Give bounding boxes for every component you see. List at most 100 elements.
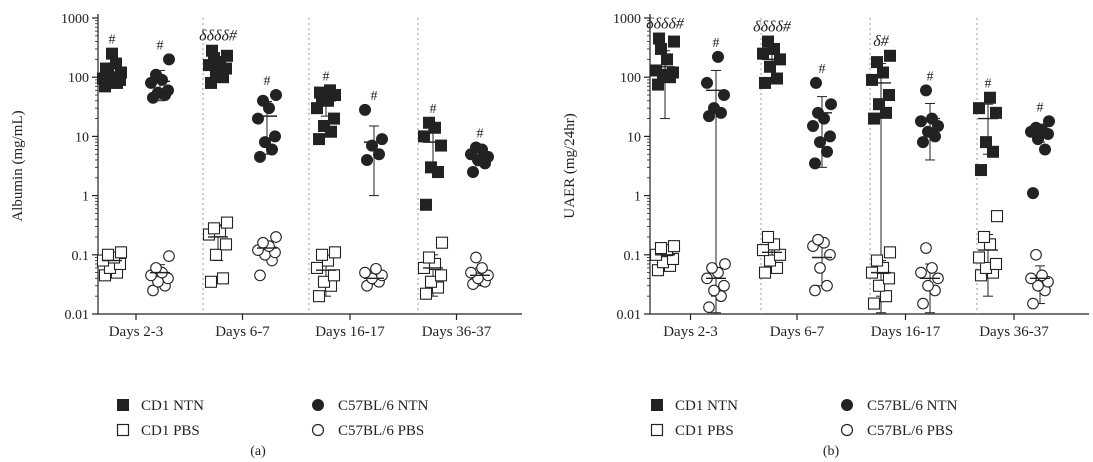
data-point: [773, 248, 787, 261]
data-point: [703, 301, 715, 314]
data-point: [470, 141, 482, 154]
data-point: [883, 246, 897, 259]
data-point: [359, 266, 371, 279]
data-point: [313, 133, 325, 146]
legend-c57-ntn-marker: [312, 399, 324, 411]
significance-marker: δ#: [873, 33, 889, 50]
significance-marker: #: [819, 62, 826, 77]
data-point: [807, 119, 819, 132]
data-point: [376, 133, 388, 146]
data-point: [152, 86, 164, 99]
data-point: [915, 266, 927, 279]
data-point: [824, 130, 836, 143]
y-tick-label: 100: [68, 71, 89, 86]
data-point: [824, 248, 836, 261]
x-tick-label: Days 6-7: [215, 324, 270, 340]
data-point: [917, 297, 929, 310]
data-point: [418, 130, 430, 143]
data-point: [668, 35, 680, 48]
legend-cd1-ntn-label: CD1 NTN: [675, 398, 738, 414]
data-point: [1027, 187, 1039, 200]
data-point: [814, 136, 826, 149]
significance-marker: #: [927, 69, 934, 84]
data-point: [366, 139, 378, 152]
y-tick-label: 1000: [613, 12, 641, 27]
data-point: [150, 262, 162, 274]
legend-cd1-pbs-label: CD1 PBS: [675, 423, 734, 439]
y-tick-label: 1: [634, 190, 641, 205]
data-point: [150, 68, 162, 81]
significance-marker: #: [477, 126, 484, 141]
data-point: [809, 284, 821, 297]
data-point: [216, 272, 230, 285]
x-tick-label: Days 16-17: [871, 324, 941, 340]
data-point: [328, 112, 340, 125]
data-point: [667, 66, 679, 79]
data-point: [920, 84, 932, 97]
data-point: [882, 272, 896, 285]
data-point: [317, 275, 331, 288]
data-point: [221, 49, 233, 62]
data-point: [884, 49, 896, 62]
data-point: [257, 94, 269, 107]
significance-marker: δδδδ#: [199, 28, 238, 45]
data-point: [655, 42, 667, 55]
significance-marker: #: [371, 89, 378, 104]
legend-c57-ntn-marker: [841, 399, 853, 411]
data-point: [975, 164, 987, 177]
data-point: [435, 236, 449, 249]
legend-cd1-pbs-marker: [116, 423, 130, 437]
data-point: [359, 103, 371, 116]
legend-c57-ntn-label: C57BL/6 NTN: [338, 398, 429, 414]
data-point: [1032, 279, 1044, 292]
data-point: [205, 76, 217, 89]
data-point: [312, 290, 326, 303]
data-point: [420, 198, 432, 211]
data-point: [654, 242, 668, 255]
data-point: [718, 279, 730, 292]
data-point: [866, 73, 878, 86]
data-point: [718, 89, 730, 102]
data-point: [423, 116, 435, 129]
y-tick-label: 0.01: [65, 308, 90, 323]
data-point: [209, 248, 223, 261]
data-point: [435, 139, 447, 152]
data-point: [883, 89, 895, 102]
significance-marker: δδδδ#: [753, 19, 792, 36]
data-point: [719, 258, 731, 270]
data-point: [163, 250, 175, 262]
x-tick-label: Days 36-37: [979, 324, 1049, 340]
data-point: [764, 60, 776, 73]
data-point: [879, 290, 893, 303]
y-tick-label: 100: [620, 71, 641, 86]
data-point: [763, 254, 777, 267]
data-point: [259, 136, 271, 149]
panel-b-label: (b): [823, 444, 840, 459]
legend-cd1-ntn-label: CD1 NTN: [141, 398, 204, 414]
legend-cd1-pbs-marker: [650, 423, 664, 437]
legend-cd1-ntn-marker: [651, 399, 663, 411]
data-point: [821, 279, 833, 292]
data-point: [712, 50, 724, 63]
data-point: [989, 257, 1003, 271]
data-point: [270, 89, 282, 102]
data-point: [973, 102, 985, 115]
x-tick-label: Days 36-37: [422, 324, 492, 340]
data-point: [867, 297, 881, 310]
data-point: [419, 287, 433, 300]
data-point: [310, 261, 324, 274]
panel-a-ylabel: Albumin (mg/mL): [10, 110, 26, 221]
data-point: [100, 62, 112, 75]
data-point: [761, 230, 775, 244]
data-point: [825, 98, 837, 111]
data-point: [328, 246, 342, 259]
data-point: [465, 266, 477, 279]
data-point: [701, 76, 713, 89]
data-point: [1030, 121, 1042, 134]
data-point: [114, 246, 128, 259]
data-point: [756, 244, 770, 257]
y-tick-label: 0.01: [617, 308, 642, 323]
data-point: [373, 148, 385, 161]
data-point: [771, 72, 783, 85]
legend-c57-pbs-marker: [840, 423, 854, 437]
